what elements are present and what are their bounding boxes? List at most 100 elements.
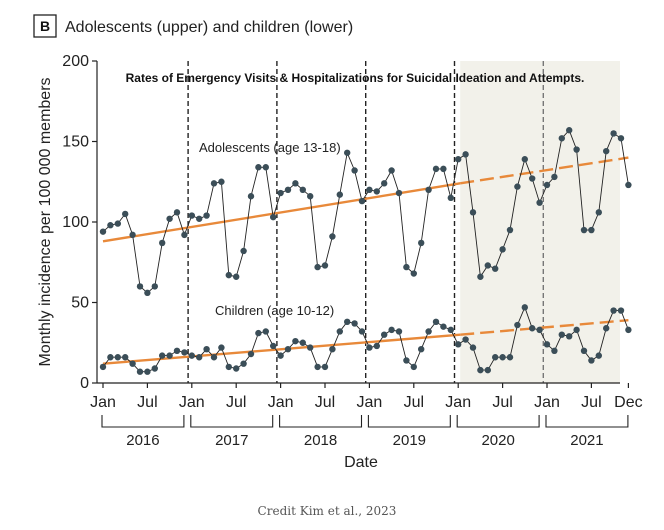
x-tick-label: Jan: [357, 394, 383, 411]
data-point-adolescents: [462, 151, 469, 158]
data-point-children: [255, 329, 262, 337]
data-point-adolescents: [425, 186, 432, 193]
data-point-adolescents: [144, 289, 151, 297]
data-point-adolescents: [588, 226, 595, 234]
series-label-children: Children (age 10-12): [215, 303, 334, 318]
credit-text: Credit Kim et al., 2023: [258, 504, 397, 518]
data-point-adolescents: [617, 135, 625, 142]
data-point-children: [418, 345, 425, 353]
year-bracket: [190, 415, 274, 428]
data-point-adolescents: [566, 127, 573, 134]
data-point-children: [99, 363, 107, 371]
data-point-children: [292, 337, 299, 345]
year-label: 2021: [570, 432, 603, 449]
data-point-adolescents: [418, 239, 425, 247]
data-point-children: [573, 326, 580, 334]
panel-letter-box: [33, 14, 57, 38]
x-tick-label: Jan: [90, 394, 116, 411]
data-point-adolescents: [225, 271, 232, 279]
vertical-dividers: [187, 61, 544, 383]
data-point-adolescents: [610, 130, 617, 137]
data-point-children: [159, 352, 166, 359]
data-point-adolescents: [122, 210, 129, 218]
data-point-children: [218, 344, 225, 351]
y-tick-label: 100: [62, 214, 89, 231]
data-point-adolescents: [166, 215, 173, 222]
data-point-children: [447, 326, 454, 334]
data-point-children: [499, 354, 506, 361]
x-tick-label: Jan: [179, 394, 205, 411]
data-point-children: [366, 344, 373, 351]
data-point-children: [336, 328, 343, 335]
data-point-adolescents: [455, 156, 462, 163]
data-point-adolescents: [573, 146, 580, 153]
year-label: 2018: [304, 432, 337, 449]
y-tick-label: 150: [62, 134, 89, 151]
data-point-adolescents: [255, 164, 262, 171]
data-point-children: [307, 344, 314, 351]
x-tick-label: Jul: [492, 394, 512, 411]
y-ticks: 0 50 100 150 200: [62, 53, 97, 392]
data-point-adolescents: [292, 180, 299, 187]
year-bracket: [456, 415, 540, 428]
data-point-adolescents: [307, 193, 314, 200]
data-point-adolescents: [536, 199, 543, 206]
data-point-children: [122, 354, 129, 361]
data-point-children: [580, 347, 588, 354]
data-point-children: [358, 328, 366, 335]
data-point-adolescents: [188, 212, 195, 219]
series-label-adolescents: Adolescents (age 13-18): [199, 140, 341, 155]
data-point-adolescents: [240, 247, 247, 255]
y-tick-label: 0: [80, 375, 89, 392]
data-point-adolescents: [218, 178, 225, 185]
data-point-children: [595, 352, 602, 359]
year-bracket: [279, 415, 363, 428]
data-point-adolescents: [388, 167, 395, 174]
data-point-adolescents: [210, 180, 218, 187]
data-point-adolescents: [262, 164, 269, 171]
data-point-adolescents: [351, 167, 358, 174]
data-point-children: [477, 366, 484, 374]
data-point-children: [181, 349, 188, 356]
data-point-children: [196, 354, 203, 361]
x-tick-label: Jan: [445, 394, 471, 411]
data-point-children: [329, 345, 336, 353]
data-point-children: [270, 342, 277, 350]
x-tick-label: Jul: [581, 394, 601, 411]
data-point-children: [233, 365, 240, 372]
data-point-adolescents: [321, 262, 329, 269]
data-point-children: [321, 363, 329, 371]
x-tick-label: Jul: [404, 394, 424, 411]
data-point-children: [566, 333, 573, 340]
data-point-adolescents: [329, 233, 336, 240]
data-point-adolescents: [270, 213, 277, 221]
data-point-children: [469, 344, 477, 351]
data-point-children: [225, 363, 232, 371]
data-point-children: [543, 341, 551, 348]
data-point-children: [381, 331, 388, 338]
data-point-adolescents: [469, 209, 477, 216]
data-point-adolescents: [129, 231, 136, 239]
data-point-children: [432, 318, 440, 326]
x-ticks: Jan Jul Jan Jul Jan Jul Jan Jul Jan Jul Jan Jul Dec: [90, 383, 643, 411]
data-point-adolescents: [580, 226, 588, 234]
data-point-children: [210, 354, 218, 361]
data-point-adolescents: [403, 263, 410, 271]
year-label: 2019: [393, 432, 426, 449]
data-point-adolescents: [551, 173, 558, 181]
year-label: 2016: [126, 432, 159, 449]
data-point-adolescents: [506, 226, 514, 234]
data-point-children: [351, 320, 358, 327]
data-point-adolescents: [277, 189, 284, 197]
data-point-children: [388, 326, 395, 334]
x-tick-label: Jul: [137, 394, 157, 411]
data-point-children: [425, 328, 432, 335]
data-point-children: [617, 307, 625, 314]
data-point-adolescents: [603, 147, 610, 155]
data-point-adolescents: [514, 183, 521, 190]
year-brackets: 2016 2017 2018 2019 2020 2021: [101, 415, 629, 449]
data-point-adolescents: [432, 165, 440, 173]
data-point-children: [536, 326, 543, 334]
shaded-region: [460, 61, 620, 383]
